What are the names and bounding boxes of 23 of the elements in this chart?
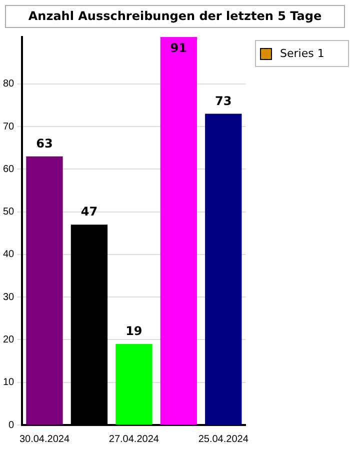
bar [160,37,197,424]
y-tick-label: 70 [3,121,15,132]
data-label: 63 [36,136,53,151]
data-label: 47 [80,204,98,219]
bar [26,156,63,424]
y-tick-label: 50 [3,206,15,218]
y-tick-label: 40 [3,249,15,260]
bar [116,344,152,424]
chart-title: Anzahl Ausschreibungen der letzten 5 Tage [5,5,345,28]
x-tick-label: 27.04.2024 [108,434,160,445]
y-tick-label: 10 [3,377,15,388]
data-label: 91 [170,41,188,56]
y-tick-label: 60 [3,164,15,175]
bar [205,114,242,424]
y-tick-label: 20 [3,334,15,346]
text: Series 1 [280,47,324,60]
y-tick-label: 0 [8,420,15,431]
x-tick-label: 25.04.2024 [198,434,249,445]
data-label: 19 [126,324,142,338]
y-tick-label: 80 [3,78,15,90]
data-label: 73 [215,94,232,108]
y-tick-label: 30 [3,292,15,303]
x-tick-label: 30.04.2024 [19,434,70,445]
